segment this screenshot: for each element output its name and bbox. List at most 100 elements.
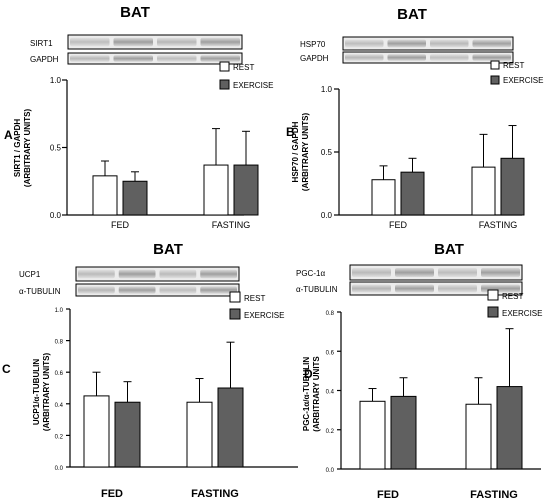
panel-a: BAT A SIRT1 GAPDH 0.0 0.5 1.0 SIRT1 / GAPDH(ARB… [4,4,273,230]
blot-label: UCP1 [19,270,41,279]
y-tick-label: 0.6 [55,371,64,377]
legend-label: REST [503,61,524,70]
y-tick-label: 0.0 [321,211,333,220]
bar-exercise [217,387,244,468]
blot-strip [67,34,243,50]
panel-letter: C [2,362,11,376]
blot-strip [349,281,523,296]
blot-band [118,269,156,279]
blot-band [70,37,110,47]
y-tick-label: 0.6 [326,350,335,356]
panel-d: BAT D PGC-1α α-TUBULIN 0.0 0.2 0.4 0.6 0.8 PGC-1α… [296,241,542,501]
bar-exercise [400,171,425,216]
y-axis-label: SIRT1 / GAPDH(ARBITRARY UNITS) [13,109,32,188]
y-tick-label: 0.4 [55,403,64,409]
panel-title: BAT [153,241,183,258]
blot-band [157,37,197,47]
y-axis-label-line: (ARBITRARY UNITS [312,356,321,432]
blot-band [70,55,110,62]
blot-label: α-TUBULIN [296,285,338,294]
blot-band [395,284,434,293]
x-category-label: FED [377,489,399,501]
x-category-label: FASTING [479,220,518,230]
y-axis-label-line: SIRT1 / GAPDH [13,119,22,177]
bar-rest [465,403,492,470]
legend-label: EXERCISE [244,311,284,320]
legend-swatch [219,61,230,72]
blot-band [78,286,115,294]
legend-swatch [229,308,241,320]
blot-band [200,286,237,294]
bar-exercise [122,180,148,216]
legend-swatch [487,289,499,301]
blot-band [113,37,153,47]
x-category-label: FASTING [212,220,251,230]
panel-letter: B [286,125,295,139]
panel-title: BAT [120,4,150,21]
legend-label: EXERCISE [233,81,273,90]
blot-band [481,268,520,277]
bar-exercise [500,157,525,216]
blot-band [387,54,426,61]
blot-band [118,286,156,294]
blot-band [159,286,197,294]
bar-exercise [496,386,523,470]
y-axis-label-line: PGC-1α/α-TUBULIN [302,357,311,432]
y-tick-label: 0.8 [55,340,64,346]
blot-band [395,268,434,277]
legend-swatch [490,75,500,85]
panel-b: BAT B HSP70 GAPDH 0.0 0.5 1.0 HSP70 / GAPDH(ARB… [286,6,543,230]
y-tick-label: 1.0 [321,85,333,94]
panel-title: BAT [397,6,427,23]
legend-label: REST [502,292,523,301]
blot-strip [75,283,240,297]
blot-band [472,39,511,48]
y-tick-label: 1.0 [50,76,62,85]
y-tick-label: 0.2 [55,434,64,440]
x-category-label: FED [111,220,130,230]
bar-rest [92,175,118,216]
x-category-label: FED [389,220,408,230]
blot-band [200,37,240,47]
panel-c: BAT C UCP1 α-TUBULIN 0.0 0.2 0.4 0.6 0.8 1.0 UCP1/… [2,241,298,500]
y-axis-label: UCP1/α-TUBULIN(ARBITRARY UNITS) [32,353,51,432]
blot-band [430,54,469,61]
blot-band [352,268,391,277]
blot-band [438,268,477,277]
bar-rest [471,166,496,216]
blot-band [113,55,153,62]
blot-label: GAPDH [300,54,329,63]
y-tick-label: 0.2 [326,429,335,435]
blot-band [157,55,197,62]
y-tick-label: 0.0 [326,468,335,474]
blot-strip [67,52,243,65]
blot-band [438,284,477,293]
bar-rest [186,401,213,468]
blot-band [352,284,391,293]
blot-label: SIRT1 [30,39,53,48]
panel-letter: D [304,367,313,381]
blot-band [345,39,384,48]
blot-strip [75,266,240,282]
bar-rest [359,400,386,470]
bar-rest [371,179,396,216]
blot-band [472,54,511,61]
blot-band [200,269,237,279]
y-tick-label: 0.0 [55,466,64,472]
y-axis-label-line: UCP1/α-TUBULIN [32,359,41,425]
y-tick-label: 0.4 [326,390,335,396]
blot-strip [342,51,514,64]
blot-band [78,269,115,279]
legend-swatch [487,306,499,318]
blot-band [345,54,384,61]
panel-title: BAT [434,241,464,258]
y-axis-label-line: (ARBITRARY UNITS) [42,353,51,432]
blot-label: PGC-1α [296,269,325,278]
legend-swatch [229,291,241,303]
blot-label: GAPDH [30,55,59,64]
bar-exercise [390,395,417,470]
bar-rest [83,395,110,468]
y-axis-label: PGC-1α/α-TUBULIN(ARBITRARY UNITS [302,356,321,432]
panel-letter: A [4,128,13,142]
